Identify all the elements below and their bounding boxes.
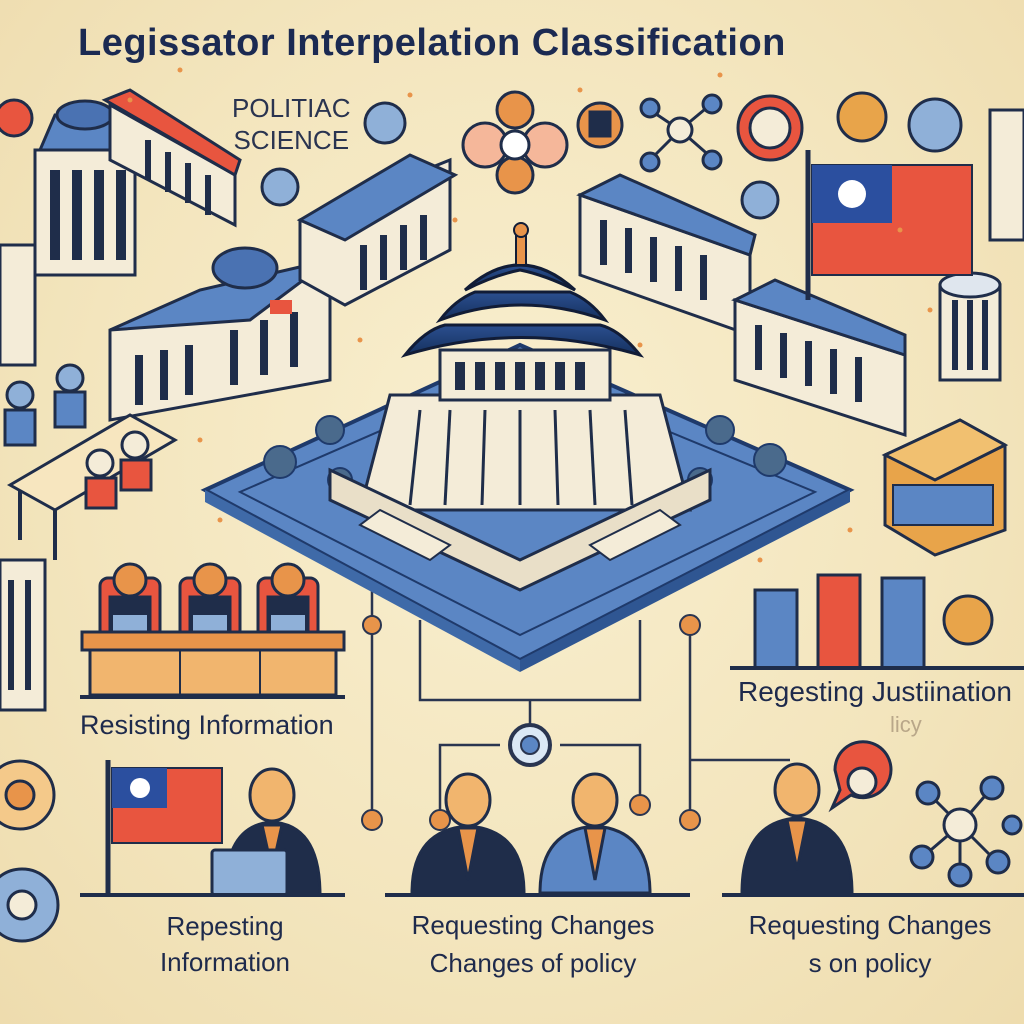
person-icon: [3, 363, 153, 510]
building-left-mid: [108, 246, 332, 422]
side-label: POLITIAC SCIENCE: [232, 92, 350, 156]
person-icon-center-right: [538, 772, 652, 895]
network-icon: [639, 93, 723, 173]
caption-requesting-info-line2: Information: [159, 947, 291, 977]
flag-icon: [805, 150, 973, 300]
building-top-center: [296, 153, 459, 307]
caption-resisting: Resisting Information: [80, 710, 334, 740]
caption-requesting-changes: Requesting Changes Changes of policy: [378, 906, 688, 982]
building-right-mid: [731, 278, 907, 438]
side-label-line2: SCIENCE: [233, 125, 350, 155]
pagoda-icon: [328, 222, 712, 592]
building-edge-left: [0, 243, 47, 712]
caption-justification-sub: licy: [890, 712, 922, 737]
caption-requesting-changes-on-line2: s on policy: [808, 948, 932, 978]
building-cylinder: [938, 271, 1002, 382]
building-orange-box: [881, 418, 1009, 557]
connector-lines: [370, 590, 790, 820]
confetti: [127, 67, 933, 563]
molecule-icon: [461, 90, 569, 195]
person-icon-speaker-left: [210, 767, 322, 897]
book-icon: [730, 573, 1024, 670]
building-red-roof: [101, 88, 242, 228]
laptop-icon: [210, 848, 289, 897]
flag-icon-lower: [105, 760, 223, 895]
building-edge-right: [988, 108, 1024, 242]
globe-icon: [736, 94, 804, 162]
network-icon-lower: [909, 775, 1023, 888]
caption-requesting-changes-on: Requesting Changes s on policy: [720, 906, 1020, 982]
decor-icons: [0, 91, 963, 220]
committee-desk: [80, 562, 346, 697]
caption-requesting-changes-line2: Changes of policy: [429, 948, 637, 978]
person-icon-center-left: [410, 772, 526, 895]
meeting-table: [3, 363, 179, 560]
connector-nodes: [361, 614, 701, 831]
side-label-line1: POLITIAC: [232, 93, 351, 123]
building-top-right: [576, 173, 757, 338]
wheel-icons-left: [0, 759, 60, 943]
laptop-icon: [111, 613, 307, 635]
caption-requesting-changes-line1: Requesting Changes: [411, 910, 655, 940]
page-title: Legissator Interpelation Classification: [78, 22, 786, 64]
speech-bubble-icon: [828, 740, 893, 813]
caption-requesting-info-line1: Repesting: [166, 911, 284, 941]
caption-justification: Regesting Justiination: [738, 676, 1012, 707]
caption-requesting-changes-on-line1: Requesting Changes: [748, 910, 992, 940]
person-icon-right: [740, 762, 854, 895]
caption-requesting-info: Repesting Information: [105, 908, 345, 980]
baseline-rules: [80, 695, 1024, 897]
